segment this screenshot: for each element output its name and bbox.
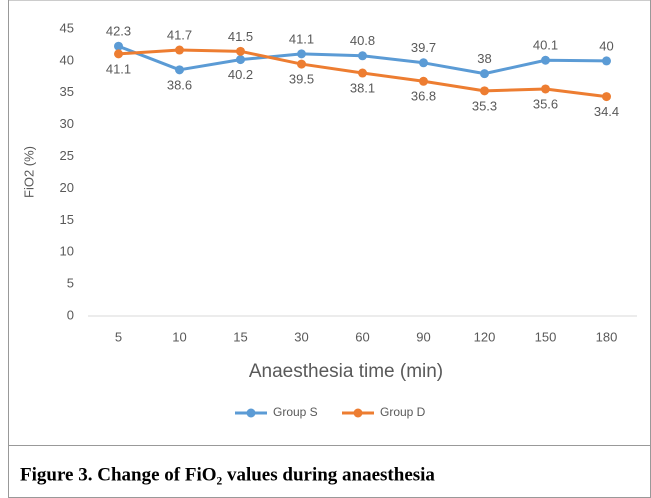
point bbox=[541, 84, 550, 94]
frame bbox=[8, 0, 651, 498]
x-tick-label: 30 bbox=[294, 329, 308, 344]
y-tick-label: 45 bbox=[60, 20, 74, 35]
point bbox=[419, 76, 428, 86]
x-tick-label: 10 bbox=[172, 329, 186, 344]
legend-marker bbox=[353, 408, 363, 418]
y-tick-label: 5 bbox=[67, 276, 74, 291]
x-tick-label: 5 bbox=[115, 329, 122, 344]
data-label: 38.6 bbox=[167, 77, 192, 92]
data-label: 38 bbox=[477, 51, 491, 66]
data-label: 34.4 bbox=[594, 104, 619, 119]
point bbox=[114, 49, 123, 59]
legend-label: Group S bbox=[273, 405, 318, 419]
x-tick-label: 90 bbox=[416, 329, 430, 344]
point bbox=[297, 59, 306, 69]
y-tick-label: 40 bbox=[60, 52, 74, 67]
point bbox=[358, 68, 367, 78]
point bbox=[480, 86, 489, 96]
data-label: 41.1 bbox=[289, 31, 314, 46]
point bbox=[358, 51, 367, 61]
y-axis-label: FiO2 (%) bbox=[21, 146, 36, 198]
point bbox=[602, 56, 611, 66]
data-label: 41.5 bbox=[228, 29, 253, 44]
data-label: 35.3 bbox=[472, 98, 497, 113]
point bbox=[602, 92, 611, 102]
y-tick-label: 25 bbox=[60, 148, 74, 163]
x-tick-label: 60 bbox=[355, 329, 369, 344]
legend-marker bbox=[246, 408, 256, 418]
point bbox=[419, 58, 428, 68]
x-tick-label: 15 bbox=[233, 329, 247, 344]
data-label: 40.8 bbox=[350, 33, 375, 48]
data-label: 41.1 bbox=[106, 61, 131, 76]
x-tick-label: 180 bbox=[596, 329, 618, 344]
x-axis-label: Anaesthesia time (min) bbox=[249, 361, 443, 382]
y-tick-label: 20 bbox=[60, 180, 74, 195]
point bbox=[541, 55, 550, 65]
y-tick-label: 35 bbox=[60, 84, 74, 99]
data-label: 40.1 bbox=[533, 38, 558, 53]
x-tick-label: 120 bbox=[474, 329, 496, 344]
y-tick-label: 15 bbox=[60, 212, 74, 227]
y-tick-label: 30 bbox=[60, 116, 74, 131]
data-label: 35.6 bbox=[533, 96, 558, 111]
point bbox=[175, 45, 184, 55]
legend-label: Group D bbox=[380, 405, 426, 419]
point bbox=[236, 55, 245, 65]
point bbox=[297, 49, 306, 59]
data-label: 42.3 bbox=[106, 24, 131, 39]
y-tick-label: 10 bbox=[60, 244, 74, 259]
caption: Figure 3. Change of FiO₂ values during a… bbox=[20, 464, 435, 485]
y-tick-label: 0 bbox=[67, 307, 74, 322]
data-label: 40.2 bbox=[228, 67, 253, 82]
data-label: 39.5 bbox=[289, 72, 314, 87]
data-label: 40 bbox=[599, 38, 613, 53]
data-label: 39.7 bbox=[411, 40, 436, 55]
point bbox=[114, 41, 123, 51]
data-label: 41.7 bbox=[167, 27, 192, 42]
data-label: 38.1 bbox=[350, 80, 375, 95]
point bbox=[175, 65, 184, 75]
x-tick-label: 150 bbox=[535, 329, 557, 344]
data-label: 36.8 bbox=[411, 89, 436, 104]
point bbox=[236, 46, 245, 56]
point bbox=[480, 69, 489, 79]
